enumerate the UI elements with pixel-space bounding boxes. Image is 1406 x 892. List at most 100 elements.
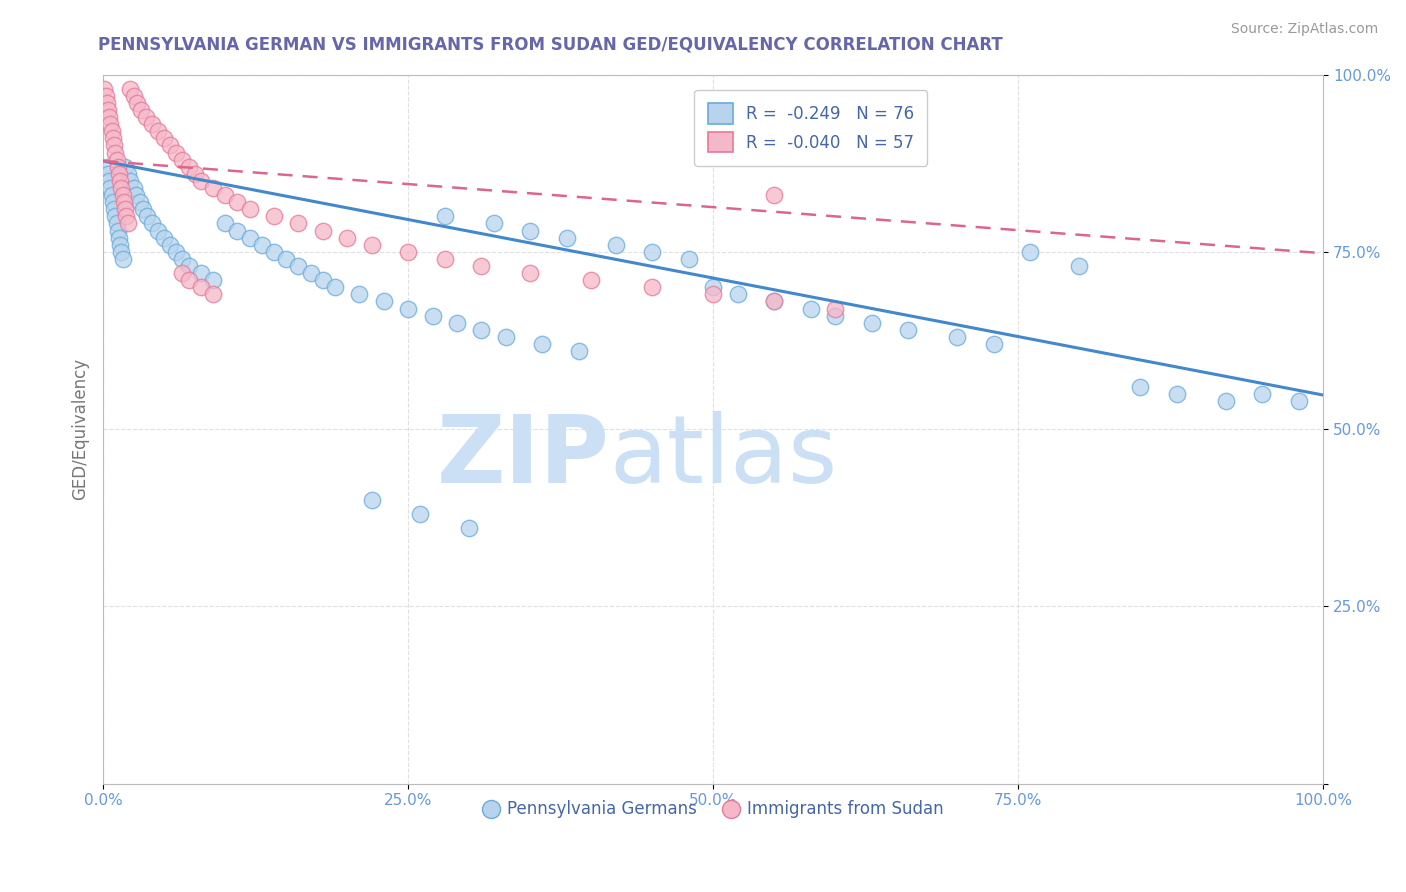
Point [135, 110, 157, 124]
Point [495, 330, 517, 344]
Point [172, 252, 194, 266]
Point [141, 117, 163, 131]
Text: Source: ZipAtlas.com: Source: ZipAtlas.com [1230, 22, 1378, 37]
Point [605, 237, 627, 252]
Y-axis label: GED/Equivalency: GED/Equivalency [72, 358, 89, 500]
Point [132, 202, 155, 217]
Point [159, 237, 181, 252]
Point [519, 266, 541, 280]
Point [110, 181, 132, 195]
Point [177, 259, 200, 273]
Point [763, 188, 786, 202]
Point [153, 131, 176, 145]
Point [1288, 393, 1310, 408]
Point [568, 344, 591, 359]
Point [946, 330, 969, 344]
Point [1215, 393, 1237, 408]
Point [172, 266, 194, 280]
Point [153, 230, 176, 244]
Point [108, 230, 131, 244]
Point [360, 493, 382, 508]
Point [226, 195, 249, 210]
Point [201, 287, 224, 301]
Point [159, 138, 181, 153]
Point [519, 223, 541, 237]
Point [800, 301, 823, 316]
Point [470, 323, 492, 337]
Point [122, 181, 145, 195]
Point [146, 124, 169, 138]
Point [190, 174, 212, 188]
Point [824, 301, 846, 316]
Point [107, 160, 129, 174]
Point [103, 202, 125, 217]
Point [678, 252, 700, 266]
Point [1166, 386, 1188, 401]
Point [396, 244, 419, 259]
Point [287, 217, 309, 231]
Point [101, 131, 124, 145]
Point [165, 145, 187, 160]
Point [238, 202, 260, 217]
Point [98, 174, 121, 188]
Point [727, 287, 749, 301]
Point [763, 294, 786, 309]
Point [323, 280, 346, 294]
Point [190, 280, 212, 294]
Point [373, 294, 395, 309]
Text: PENNSYLVANIA GERMAN VS IMMIGRANTS FROM SUDAN GED/EQUIVALENCY CORRELATION CHART: PENNSYLVANIA GERMAN VS IMMIGRANTS FROM S… [98, 36, 1002, 54]
Point [111, 252, 134, 266]
Point [860, 316, 883, 330]
Point [360, 237, 382, 252]
Point [104, 145, 127, 160]
Point [98, 110, 121, 124]
Point [100, 181, 122, 195]
Point [579, 273, 602, 287]
Legend: Pennsylvania Germans, Immigrants from Sudan: Pennsylvania Germans, Immigrants from Su… [475, 794, 950, 825]
Point [763, 294, 786, 309]
Point [1251, 386, 1274, 401]
Point [409, 507, 432, 521]
Point [470, 259, 492, 273]
Point [105, 153, 128, 167]
Point [238, 230, 260, 244]
Point [312, 223, 335, 237]
Point [114, 202, 136, 217]
Point [136, 210, 159, 224]
Point [458, 521, 481, 535]
Point [214, 217, 236, 231]
Point [97, 103, 120, 117]
Point [201, 181, 224, 195]
Point [263, 210, 285, 224]
Point [482, 217, 505, 231]
Point [1019, 244, 1042, 259]
Point [100, 188, 122, 202]
Point [165, 244, 187, 259]
Point [129, 103, 152, 117]
Point [201, 273, 224, 287]
Point [97, 167, 120, 181]
Point [702, 280, 724, 294]
Point [114, 160, 136, 174]
Point [263, 244, 285, 259]
Point [422, 309, 444, 323]
Point [128, 195, 150, 210]
Point [125, 188, 148, 202]
Point [641, 280, 664, 294]
Point [100, 124, 122, 138]
Point [396, 301, 419, 316]
Point [110, 244, 132, 259]
Point [111, 188, 134, 202]
Point [287, 259, 309, 273]
Point [93, 81, 115, 95]
Point [122, 88, 145, 103]
Point [214, 188, 236, 202]
Point [226, 223, 249, 237]
Point [250, 237, 273, 252]
Point [94, 88, 117, 103]
Point [96, 160, 118, 174]
Point [127, 95, 149, 110]
Point [117, 217, 139, 231]
Point [177, 273, 200, 287]
Point [1129, 379, 1152, 393]
